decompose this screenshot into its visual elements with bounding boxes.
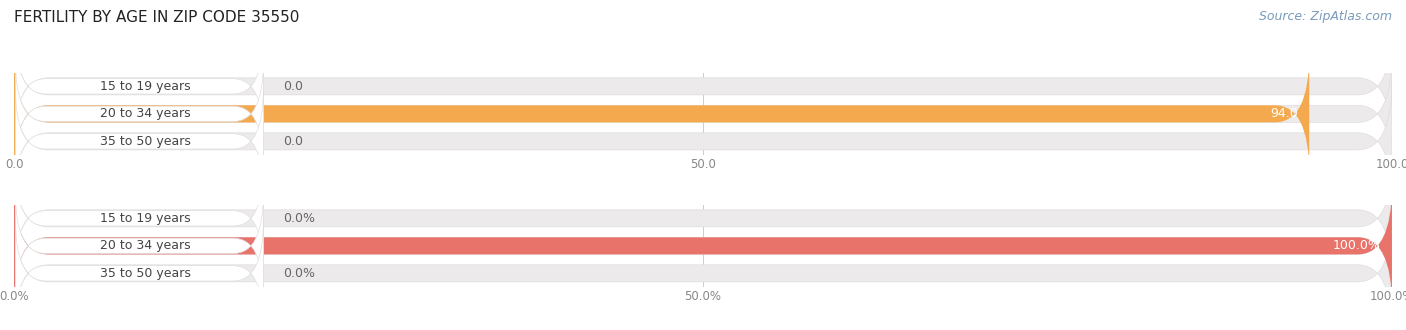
Text: FERTILITY BY AGE IN ZIP CODE 35550: FERTILITY BY AGE IN ZIP CODE 35550 [14, 10, 299, 25]
FancyBboxPatch shape [14, 53, 1309, 174]
FancyBboxPatch shape [14, 185, 1392, 306]
Text: 0.0: 0.0 [283, 80, 302, 93]
FancyBboxPatch shape [14, 158, 1392, 279]
FancyBboxPatch shape [15, 220, 263, 326]
Text: 94.0: 94.0 [1271, 107, 1298, 120]
FancyBboxPatch shape [14, 213, 1392, 330]
FancyBboxPatch shape [15, 88, 263, 194]
FancyBboxPatch shape [15, 193, 263, 299]
Text: 0.0: 0.0 [283, 135, 302, 148]
Text: 20 to 34 years: 20 to 34 years [100, 107, 190, 120]
FancyBboxPatch shape [14, 26, 1392, 147]
Text: 15 to 19 years: 15 to 19 years [100, 212, 190, 225]
Text: 15 to 19 years: 15 to 19 years [100, 80, 190, 93]
Text: 20 to 34 years: 20 to 34 years [100, 239, 190, 252]
FancyBboxPatch shape [15, 61, 263, 167]
Text: 35 to 50 years: 35 to 50 years [100, 135, 190, 148]
FancyBboxPatch shape [15, 34, 263, 139]
FancyBboxPatch shape [14, 53, 1392, 174]
FancyBboxPatch shape [15, 166, 263, 271]
FancyBboxPatch shape [14, 185, 1392, 306]
FancyBboxPatch shape [14, 81, 1392, 202]
Text: Source: ZipAtlas.com: Source: ZipAtlas.com [1258, 10, 1392, 23]
Text: 100.0%: 100.0% [1333, 239, 1381, 252]
Text: 0.0%: 0.0% [283, 267, 315, 280]
Text: 0.0%: 0.0% [283, 212, 315, 225]
Text: 35 to 50 years: 35 to 50 years [100, 267, 190, 280]
